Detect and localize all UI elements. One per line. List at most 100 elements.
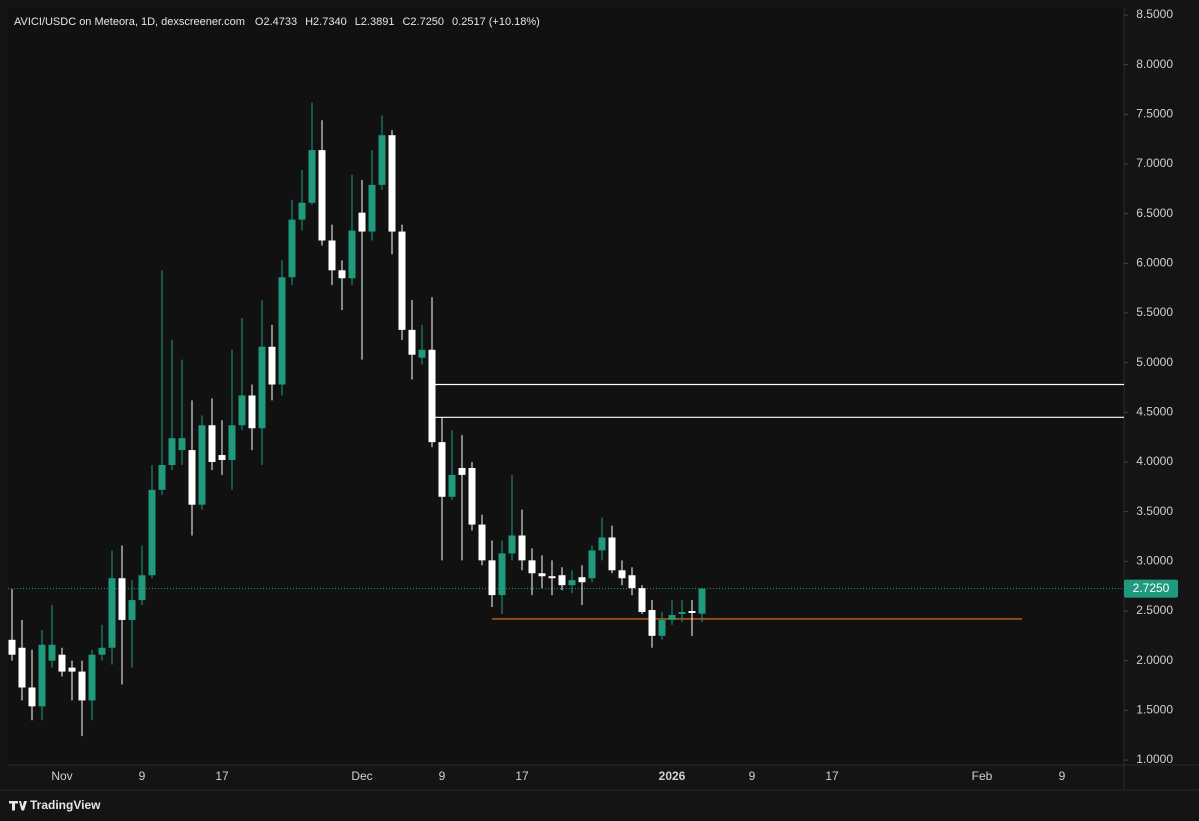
y-tick-label: 5.0000 xyxy=(1136,355,1173,369)
y-tick-label: 8.0000 xyxy=(1136,57,1173,71)
candle-body xyxy=(538,573,546,577)
candle-body xyxy=(268,346,276,385)
candle-body xyxy=(138,575,146,601)
x-tick-label: 17 xyxy=(215,769,229,783)
candle-body xyxy=(398,231,406,330)
candle-body xyxy=(168,438,176,465)
candle-body xyxy=(348,230,356,279)
candle-body xyxy=(488,560,496,596)
candle-body xyxy=(408,329,416,355)
candle-body xyxy=(548,576,556,579)
x-tick-label: Feb xyxy=(972,769,993,783)
candle-body xyxy=(378,135,386,185)
candle-body xyxy=(18,647,26,688)
candle-body xyxy=(118,578,126,620)
candle-body xyxy=(158,464,166,490)
candle-body xyxy=(288,219,296,278)
x-tick-label: 9 xyxy=(139,769,146,783)
x-tick-label: 17 xyxy=(825,769,839,783)
candle-body xyxy=(668,614,676,620)
candle-body xyxy=(88,654,96,701)
y-tick-label: 3.0000 xyxy=(1136,554,1173,568)
x-tick-label: 9 xyxy=(439,769,446,783)
candle-body xyxy=(698,588,706,614)
candle-body xyxy=(208,425,216,462)
candle-body xyxy=(58,654,66,672)
last-price-box xyxy=(1124,579,1178,598)
x-tick-label: 2026 xyxy=(659,769,686,783)
candle-body xyxy=(498,553,506,596)
y-tick-label: 2.0000 xyxy=(1136,653,1173,667)
candle-body xyxy=(388,135,396,232)
candle-body xyxy=(678,611,686,614)
candle-body xyxy=(418,349,426,358)
ohlc-legend: O2.4733 H2.7340 L2.3891 C2.7250 0.2517 (+10.… xyxy=(255,16,540,28)
candle-body xyxy=(478,524,486,561)
candle-body xyxy=(438,442,446,497)
candle-body xyxy=(8,639,16,655)
candle-body xyxy=(218,455,226,461)
legend-value: O2.4733 xyxy=(255,16,297,28)
y-tick-label: 8.5000 xyxy=(1136,7,1173,21)
candle-body xyxy=(328,240,336,271)
candle-body xyxy=(508,535,516,554)
candle-body xyxy=(598,537,606,551)
candle-body xyxy=(588,550,596,579)
y-tick-label: 1.0000 xyxy=(1136,752,1173,766)
legend-value: 0.2517 (+10.18%) xyxy=(452,16,540,28)
candle-body xyxy=(558,575,566,586)
candle-body xyxy=(228,425,236,461)
candle-body xyxy=(578,577,586,583)
candle-body xyxy=(128,600,136,620)
candle-body xyxy=(658,619,666,636)
y-tick-label: 5.5000 xyxy=(1136,305,1173,319)
legend-value: L2.3891 xyxy=(355,16,395,28)
candle-body xyxy=(568,580,576,586)
legend-value: H2.7340 xyxy=(305,16,347,28)
y-tick-label: 1.5000 xyxy=(1136,703,1173,717)
candle-body xyxy=(148,489,156,576)
candle-body xyxy=(448,474,456,497)
candle-body xyxy=(608,537,616,571)
candle-body xyxy=(68,667,76,672)
y-tick-label: 7.0000 xyxy=(1136,156,1173,170)
candle-body xyxy=(28,687,36,707)
y-tick-label: 3.5000 xyxy=(1136,504,1173,518)
chart-title: AVICI/USDC on Meteora, 1D, dexscreener.c… xyxy=(14,16,245,28)
candle-body xyxy=(618,570,626,579)
candle-body xyxy=(198,425,206,505)
candle-body xyxy=(318,150,326,241)
y-tick-label: 7.5000 xyxy=(1136,107,1173,121)
candle-body xyxy=(428,349,436,443)
candle-body xyxy=(298,202,306,220)
candle-body xyxy=(458,467,466,475)
candle-body xyxy=(188,450,196,505)
candle-body xyxy=(178,438,186,451)
x-tick-label: 9 xyxy=(749,769,756,783)
footer-brand[interactable]: TradingView xyxy=(30,798,101,812)
candle-body xyxy=(78,671,86,701)
candle-body xyxy=(248,395,256,429)
candle-body xyxy=(108,578,116,648)
x-tick-label: Nov xyxy=(51,769,72,783)
y-tick-label: 4.0000 xyxy=(1136,454,1173,468)
candle-body xyxy=(98,647,106,655)
y-tick-label: 2.5000 xyxy=(1136,603,1173,617)
legend-value: C2.7250 xyxy=(402,16,444,28)
x-tick-label: 9 xyxy=(1059,769,1066,783)
plot-area xyxy=(8,8,1124,765)
y-tick-label: 4.5000 xyxy=(1136,405,1173,419)
y-tick-label: 6.5000 xyxy=(1136,206,1173,220)
candle-body xyxy=(278,277,286,385)
candle-body xyxy=(648,610,656,636)
tradingview-logo xyxy=(9,801,27,811)
x-tick-label: 17 xyxy=(515,769,529,783)
candle-body xyxy=(518,535,526,561)
candle-body xyxy=(358,212,366,232)
candle-body xyxy=(468,467,476,525)
candle-body xyxy=(528,560,536,574)
candle-body xyxy=(38,644,46,707)
candle-body xyxy=(688,611,696,613)
candle-body xyxy=(338,270,346,279)
